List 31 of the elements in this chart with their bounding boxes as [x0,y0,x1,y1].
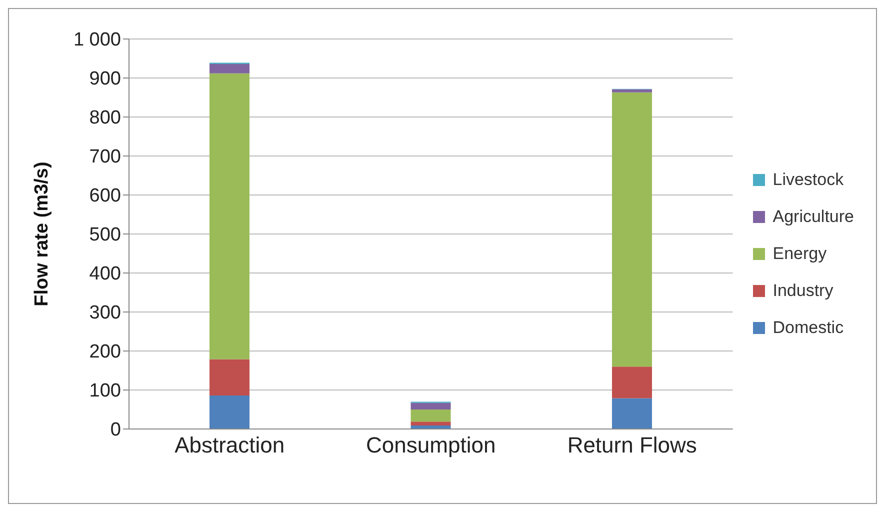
y-tick-label: 100 [89,380,121,402]
legend-label: Domestic [772,318,844,338]
y-tick-label: 900 [89,68,121,90]
bar [612,92,652,367]
y-tick-label: 200 [89,342,121,363]
bar [210,64,250,74]
y-tick-label: 0 [110,420,121,441]
bar [210,395,250,429]
bar [410,410,451,422]
bar [210,359,250,396]
bar [612,89,652,92]
y-axis-title: Flow rate (m3/s) [32,162,53,306]
bar [612,398,652,429]
y-tick-label: 300 [89,302,121,324]
y-tick-label: 1 000 [73,30,121,51]
y-tick-label: 600 [89,186,121,207]
legend-label: Agriculture [772,207,854,227]
x-tick-label: Abstraction [174,432,285,458]
legend-label: Industry [772,281,834,301]
y-tick-label: 800 [89,108,121,129]
y-tick-label: 700 [89,146,121,168]
bar [210,73,250,360]
x-tick-label: Consumption [366,432,496,458]
y-tick-label: 400 [89,264,121,285]
y-tick-label: 500 [89,224,121,246]
bar [612,366,652,398]
legend-label: Energy [772,244,827,264]
bar [410,402,451,410]
legend-label: Livestock [772,170,844,190]
x-tick-label: Return Flows [567,432,697,458]
bar [410,422,451,426]
